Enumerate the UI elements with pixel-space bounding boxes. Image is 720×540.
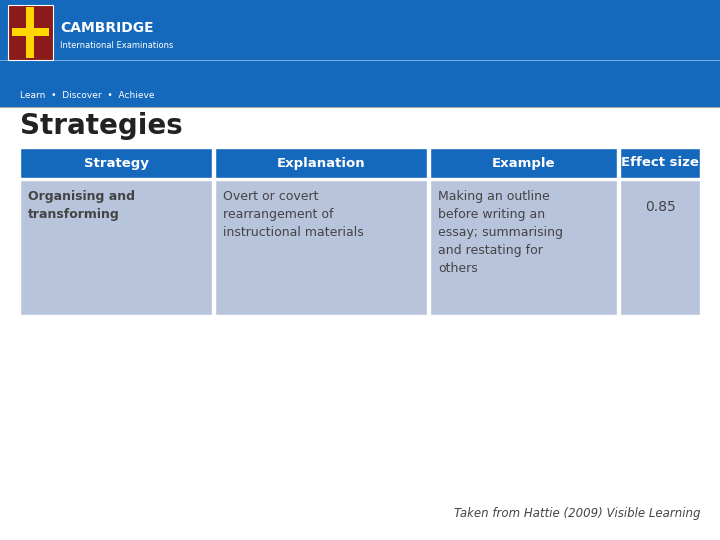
Text: Organising and
transforming: Organising and transforming — [28, 190, 135, 221]
Text: Effect size: Effect size — [621, 157, 699, 170]
Bar — [215, 148, 427, 178]
Bar — [0, 0, 720, 85]
Text: Strategies: Strategies — [20, 112, 183, 140]
Bar — [20, 180, 212, 315]
Bar — [430, 148, 617, 178]
Text: 0.85: 0.85 — [644, 200, 675, 214]
Text: Taken from Hattie (2009) Visible Learning: Taken from Hattie (2009) Visible Learnin… — [454, 507, 700, 520]
Bar — [430, 180, 617, 315]
Text: Strategy: Strategy — [84, 157, 148, 170]
Bar — [12, 28, 49, 36]
Text: Making an outline
before writing an
essay; summarising
and restating for
others: Making an outline before writing an essa… — [438, 190, 563, 275]
Bar — [215, 180, 427, 315]
Bar — [0, 85, 720, 107]
Bar — [20, 148, 212, 178]
Bar — [26, 7, 34, 58]
Bar — [620, 180, 700, 315]
Text: Explanation: Explanation — [276, 157, 365, 170]
Bar — [620, 148, 700, 178]
Text: Overt or covert
rearrangement of
instructional materials: Overt or covert rearrangement of instruc… — [223, 190, 364, 239]
Text: Example: Example — [492, 157, 555, 170]
Text: International Examinations: International Examinations — [60, 42, 174, 51]
Text: Learn  •  Discover  •  Achieve: Learn • Discover • Achieve — [20, 91, 155, 99]
Text: CAMBRIDGE: CAMBRIDGE — [60, 21, 153, 35]
Bar — [8, 5, 53, 60]
